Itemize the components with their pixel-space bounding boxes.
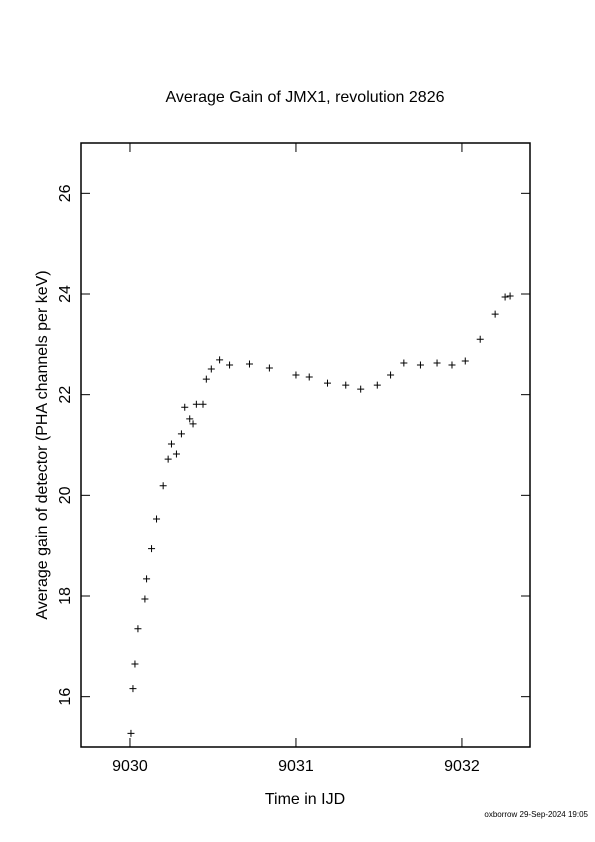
data-point — [416, 361, 424, 369]
data-point — [433, 359, 441, 367]
data-point — [387, 371, 395, 379]
data-point — [189, 420, 197, 428]
y-tick-label: 26 — [57, 184, 74, 202]
data-point — [202, 375, 210, 383]
chart-title: Average Gain of JMX1, revolution 2826 — [166, 89, 445, 106]
data-point — [192, 400, 200, 408]
x-axis-label: Time in IJD — [265, 791, 345, 808]
data-point — [181, 403, 189, 411]
data-point — [167, 440, 175, 448]
data-point — [501, 293, 509, 301]
data-point — [448, 361, 456, 369]
y-tick-label: 20 — [57, 486, 74, 504]
x-tick-label: 9030 — [112, 758, 148, 775]
data-point — [148, 545, 156, 553]
data-point — [143, 575, 151, 583]
data-point — [177, 430, 185, 438]
data-point — [461, 357, 469, 365]
y-tick-label: 18 — [57, 587, 74, 605]
x-tick-label: 9032 — [444, 758, 480, 775]
data-point — [357, 385, 365, 393]
data-point — [323, 379, 331, 387]
data-point — [342, 381, 350, 389]
data-point — [226, 361, 234, 369]
y-tick-label: 16 — [57, 688, 74, 706]
data-point — [127, 729, 135, 737]
y-tick-label: 24 — [57, 285, 74, 303]
data-point — [153, 515, 161, 523]
data-point — [172, 450, 180, 458]
data-point — [131, 660, 139, 668]
data-point — [305, 373, 313, 381]
data-point — [476, 335, 484, 343]
data-point — [245, 360, 253, 368]
data-point — [207, 365, 215, 373]
data-point — [216, 356, 224, 364]
footnote: oxborrow 29-Sep-2024 19:05 — [484, 810, 588, 819]
data-point — [164, 455, 172, 463]
data-point — [292, 371, 300, 379]
data-point — [199, 400, 207, 408]
data-point — [159, 482, 167, 490]
data-point — [491, 310, 499, 318]
y-tick-label: 22 — [57, 386, 74, 404]
data-point — [373, 381, 381, 389]
data-point — [506, 292, 514, 300]
data-point — [400, 359, 408, 367]
x-tick-label: 9031 — [278, 758, 314, 775]
plot-frame — [80, 142, 531, 748]
data-point — [129, 685, 137, 693]
data-point — [134, 625, 142, 633]
data-point — [265, 364, 273, 372]
y-axis-label: Average gain of detector (PHA channels p… — [34, 270, 51, 619]
data-point — [141, 595, 149, 603]
data-point — [186, 415, 194, 423]
